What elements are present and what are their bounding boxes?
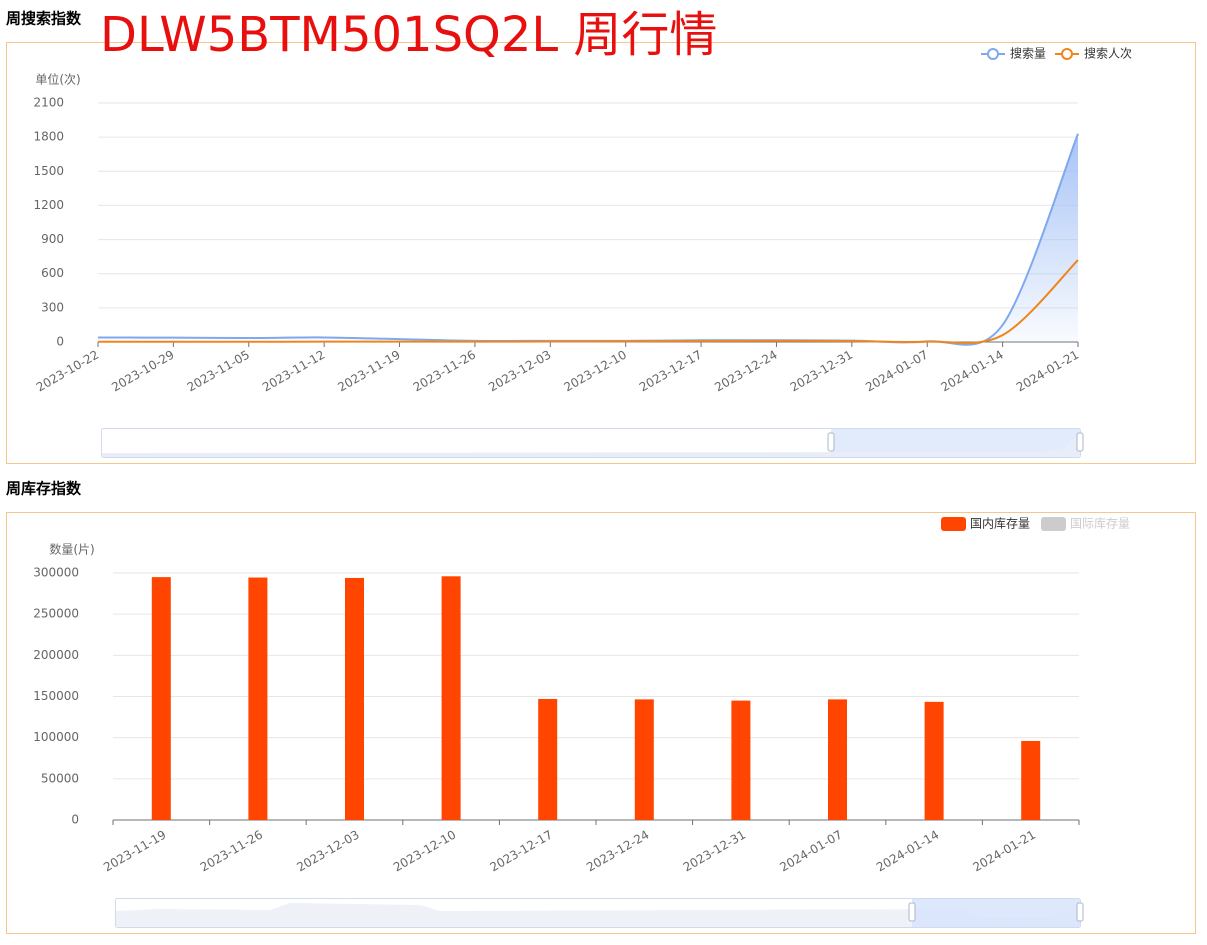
x-tick-label: 2024-01-07: [777, 828, 844, 875]
x-tick-label: 2023-12-10: [391, 828, 458, 875]
x-tick-label: 2023-11-26: [198, 828, 265, 875]
x-tick-label: 2023-12-10: [562, 348, 629, 395]
x-tick-label: 2023-11-19: [101, 828, 168, 875]
x-tick-label: 2023-12-31: [681, 828, 748, 875]
bar: [248, 577, 268, 820]
x-tick-label: 2023-12-24: [584, 828, 651, 875]
legend-label: 搜索人次: [1084, 46, 1132, 61]
x-tick-label: 2024-01-21: [971, 828, 1038, 875]
y-tick-label: 900: [41, 232, 64, 246]
panel-frame: [6, 42, 1196, 464]
y-tick-label: 150000: [33, 689, 79, 703]
x-tick-label: 2024-01-14: [874, 828, 941, 875]
x-tick-label: 2023-12-31: [788, 348, 855, 395]
y-tick-label: 250000: [33, 607, 79, 621]
y-tick-label: 1800: [33, 130, 64, 144]
y-tick-label: 100000: [33, 730, 79, 744]
y-tick-label: 1200: [33, 198, 64, 212]
legend-label: 国内库存量: [970, 516, 1030, 531]
x-tick-label: 2023-12-03: [486, 348, 553, 395]
legend-item[interactable]: 国内库存量: [941, 516, 1030, 532]
legend-item[interactable]: 国际库存量: [1041, 516, 1130, 532]
zoom-slider[interactable]: [115, 898, 1084, 928]
zoom-slider[interactable]: [101, 428, 1084, 458]
y-tick-label: 600: [41, 266, 64, 280]
y-axis-label: 单位(次): [35, 72, 80, 87]
x-tick-label: 2023-12-03: [294, 828, 361, 875]
y-tick-label: 2100: [33, 96, 64, 110]
y-tick-label: 300: [41, 300, 64, 314]
x-tick-label: 2023-10-29: [109, 348, 176, 395]
x-tick-label: 2023-12-24: [712, 348, 779, 395]
x-tick-label: 2024-01-21: [1014, 348, 1081, 395]
y-tick-label: 50000: [41, 771, 79, 785]
panel-frame: [6, 512, 1196, 934]
y-tick-label: 300000: [33, 566, 79, 580]
series-line: [98, 259, 1079, 344]
legend-item[interactable]: 搜索人次: [1055, 46, 1132, 61]
bar: [538, 698, 558, 820]
y-tick-label: 0: [71, 813, 79, 827]
bar: [731, 700, 751, 820]
y-axis-label: 数量(片): [49, 542, 94, 557]
x-tick-label: 2024-01-14: [938, 348, 1005, 395]
bar: [345, 577, 364, 820]
x-tick-label: 2023-12-17: [488, 828, 555, 875]
y-tick-label: 1500: [33, 164, 64, 178]
legend-item[interactable]: 搜索量: [981, 46, 1046, 61]
legend-swatch: [1041, 517, 1066, 531]
panel-title: 周库存指数: [6, 480, 82, 498]
legend-label: 国际库存量: [1070, 516, 1130, 531]
x-tick-label: 2023-10-22: [34, 348, 101, 395]
x-tick-label: 2023-11-05: [185, 348, 252, 395]
bar: [924, 701, 944, 820]
bar: [828, 699, 847, 820]
bar: [1021, 740, 1041, 820]
headline: DLW5BTM501SQ2L 周行情: [100, 7, 717, 63]
legend-swatch: [1061, 48, 1073, 60]
bar: [634, 699, 654, 820]
bar: [441, 576, 461, 820]
x-tick-label: 2023-11-12: [260, 348, 327, 395]
legend-swatch: [941, 517, 966, 531]
legend-swatch: [987, 48, 999, 60]
x-tick-label: 2023-11-19: [335, 348, 402, 395]
x-tick-label: 2024-01-07: [863, 348, 930, 395]
panel-title: 周搜索指数: [6, 10, 82, 28]
y-tick-label: 200000: [33, 648, 79, 662]
x-tick-label: 2023-11-26: [411, 348, 478, 395]
y-tick-label: 0: [56, 335, 64, 349]
x-tick-label: 2023-12-17: [637, 348, 704, 395]
legend-label: 搜索量: [1010, 46, 1046, 61]
bar: [151, 577, 171, 820]
